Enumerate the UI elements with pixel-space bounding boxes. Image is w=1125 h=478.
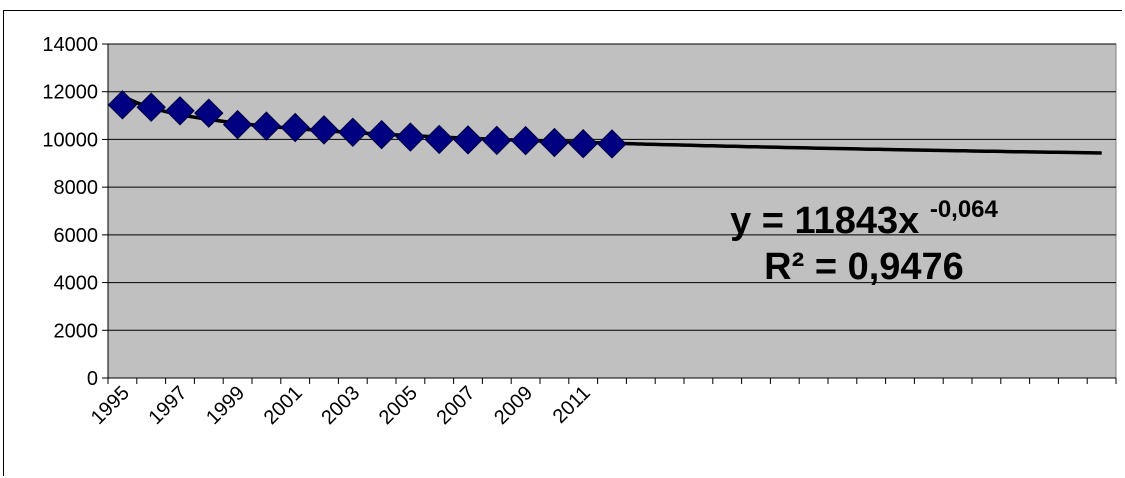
y-tick-label: 8000 xyxy=(54,177,99,199)
data-point xyxy=(280,112,310,143)
data-point xyxy=(309,115,339,145)
gridlines xyxy=(108,43,1116,331)
x-tick-label: 2007 xyxy=(433,382,480,429)
data-point xyxy=(222,109,253,140)
plot-area xyxy=(107,43,1117,379)
y-axis: 0 2000 4000 6000 8000 10000 12000 14000 xyxy=(42,34,109,390)
data-point xyxy=(539,127,570,158)
y-tick-label: 12000 xyxy=(42,82,98,104)
y-tick-label: 10000 xyxy=(42,129,98,151)
data-point xyxy=(453,125,483,155)
data-point xyxy=(165,96,195,126)
data-point xyxy=(251,111,282,141)
data-series xyxy=(107,90,627,159)
y-tick-label: 14000 xyxy=(42,34,98,56)
chart-frame xyxy=(3,10,1122,476)
x-axis: 1995 1997 1999 2001 2003 2005 2007 2009 2011 xyxy=(87,377,1117,429)
y-tick-label: 6000 xyxy=(54,225,99,247)
x-tick-label: 2003 xyxy=(317,382,364,429)
data-point xyxy=(510,125,541,156)
data-point xyxy=(194,98,224,128)
trendline-equation: y = 11843x -0,064 xyxy=(730,196,998,242)
y-tick-label: 0 xyxy=(87,368,98,390)
y-tick-label: 2000 xyxy=(54,320,99,342)
data-point xyxy=(107,90,138,120)
data-point xyxy=(568,129,598,159)
data-point xyxy=(482,125,512,156)
x-tick-label: 2005 xyxy=(375,382,422,429)
data-point xyxy=(338,117,368,147)
data-point xyxy=(366,119,397,150)
x-tick-label: 1997 xyxy=(145,382,192,429)
equation-main: y = 11843x xyxy=(730,200,919,242)
data-point xyxy=(597,129,627,159)
data-point xyxy=(424,124,454,155)
x-tick-label: 2009 xyxy=(490,382,537,429)
r-squared: R² = 0,9476 xyxy=(764,246,964,288)
data-point xyxy=(136,92,166,122)
x-tick-label: 1999 xyxy=(202,382,249,429)
x-tick-label: 2011 xyxy=(549,382,595,428)
y-tick-label: 4000 xyxy=(54,273,99,295)
equation-exponent: -0,064 xyxy=(930,196,999,223)
data-point xyxy=(395,122,426,152)
x-tick-label: 2001 xyxy=(260,382,307,429)
